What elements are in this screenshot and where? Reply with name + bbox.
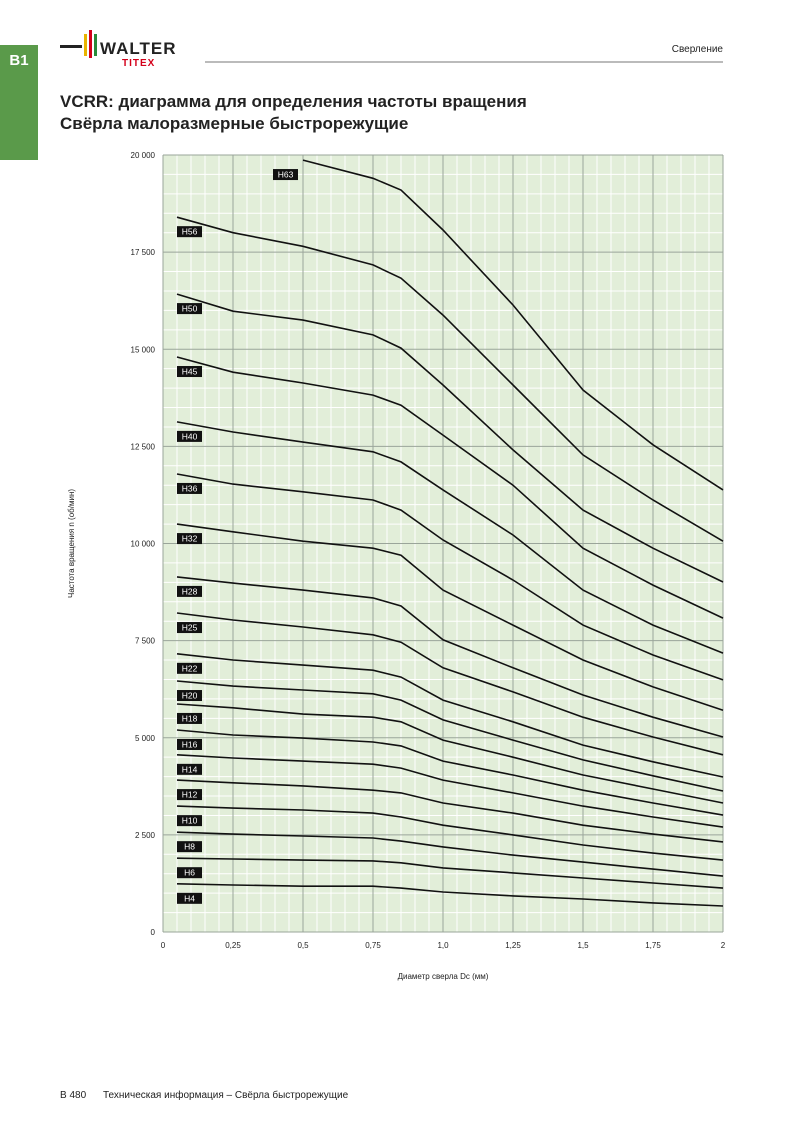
legend-label: H8 bbox=[184, 842, 195, 852]
y-tick-label: 2 500 bbox=[135, 831, 156, 840]
y-tick-label: 7 500 bbox=[135, 637, 156, 646]
logo-bar bbox=[60, 45, 82, 48]
legend-label: H22 bbox=[182, 663, 198, 673]
x-tick-label: 0,25 bbox=[225, 941, 241, 950]
x-tick-label: 1,75 bbox=[645, 941, 661, 950]
legend-box bbox=[177, 482, 202, 494]
logo-bar bbox=[94, 34, 97, 56]
legend-box bbox=[177, 867, 202, 879]
legend-label: H50 bbox=[182, 304, 198, 314]
y-tick-label: 15 000 bbox=[131, 345, 156, 354]
legend-box bbox=[273, 169, 298, 181]
y-tick-label: 20 000 bbox=[131, 151, 156, 160]
legend-label: H12 bbox=[182, 790, 198, 800]
curve bbox=[176, 831, 724, 877]
legend-label: H63 bbox=[278, 170, 294, 180]
legend-label: H56 bbox=[182, 227, 198, 237]
legend-box bbox=[177, 662, 202, 674]
x-tick-label: 2 bbox=[721, 941, 726, 950]
section-tab bbox=[0, 45, 38, 160]
x-tick-label: 0,75 bbox=[365, 941, 381, 950]
logo-sub: TITEX bbox=[122, 58, 155, 69]
legend-box bbox=[177, 690, 202, 702]
legend-box bbox=[177, 533, 202, 545]
curve bbox=[176, 703, 724, 804]
title-line: Свёрла малоразмерные быстрорежущие bbox=[60, 114, 408, 133]
x-tick-label: 1,5 bbox=[577, 941, 589, 950]
legend-box bbox=[177, 841, 202, 853]
curve bbox=[176, 523, 724, 711]
legend-label: H28 bbox=[182, 586, 198, 596]
legend-box bbox=[177, 430, 202, 442]
x-tick-label: 1,25 bbox=[505, 941, 521, 950]
curve bbox=[176, 779, 724, 843]
legend-label: H40 bbox=[182, 431, 198, 441]
x-tick-label: 0 bbox=[161, 941, 166, 950]
logo-bar bbox=[84, 34, 87, 56]
tab-label: B1 bbox=[9, 52, 28, 69]
x-tick-label: 0,5 bbox=[297, 941, 309, 950]
curve bbox=[176, 754, 724, 828]
legend-label: H16 bbox=[182, 739, 198, 749]
logo: WALTER TITEX bbox=[60, 30, 177, 69]
legend-box bbox=[177, 815, 202, 827]
legend-box bbox=[177, 303, 202, 315]
legend-label: H20 bbox=[182, 691, 198, 701]
legend-label: H25 bbox=[182, 623, 198, 633]
x-tick-label: 1,0 bbox=[437, 941, 449, 950]
y-tick-label: 5 000 bbox=[135, 734, 156, 743]
curve bbox=[176, 729, 724, 816]
legend-label: H14 bbox=[182, 764, 198, 774]
curve bbox=[176, 805, 724, 861]
logo-text: WALTER bbox=[100, 39, 177, 58]
legend-label: H36 bbox=[182, 483, 198, 493]
page-number: B 480 bbox=[60, 1090, 87, 1101]
curve bbox=[302, 159, 724, 491]
logo-bar bbox=[89, 30, 92, 58]
curve bbox=[176, 653, 724, 778]
curve bbox=[176, 612, 724, 756]
x-axis-label: Диаметр сверла Dc (мм) bbox=[398, 972, 489, 981]
legend-box bbox=[177, 585, 202, 597]
y-tick-label: 12 500 bbox=[131, 442, 156, 451]
title-line: VCRR: диаграмма для определения частоты … bbox=[60, 92, 527, 111]
y-tick-label: 10 000 bbox=[131, 540, 156, 549]
curve bbox=[176, 293, 724, 583]
section-name: Сверление bbox=[672, 44, 724, 55]
legend-label: H10 bbox=[182, 816, 198, 826]
legend-label: H45 bbox=[182, 367, 198, 377]
y-axis-label: Частота вращения n (об/мин) bbox=[67, 489, 76, 598]
curve bbox=[176, 576, 724, 738]
legend-label: H18 bbox=[182, 713, 198, 723]
legend-box bbox=[177, 789, 202, 801]
y-tick-label: 0 bbox=[151, 928, 156, 937]
curve bbox=[176, 216, 724, 542]
legend-box bbox=[177, 712, 202, 724]
curve bbox=[176, 421, 724, 654]
curve bbox=[176, 473, 724, 681]
legend-box bbox=[177, 892, 202, 904]
curve bbox=[176, 883, 724, 907]
legend-box bbox=[177, 763, 202, 775]
footer-text: Техническая информация – Свёрла быстроре… bbox=[103, 1089, 349, 1101]
legend-box bbox=[177, 738, 202, 750]
legend-box bbox=[177, 226, 202, 238]
legend-label: H6 bbox=[184, 868, 195, 878]
legend-label: H4 bbox=[184, 893, 195, 903]
curve bbox=[176, 857, 724, 889]
curve bbox=[176, 680, 724, 792]
legend-label: H32 bbox=[182, 534, 198, 544]
legend-box bbox=[177, 622, 202, 634]
curve bbox=[176, 356, 724, 619]
legend-box bbox=[177, 366, 202, 378]
y-tick-label: 17 500 bbox=[131, 248, 156, 257]
